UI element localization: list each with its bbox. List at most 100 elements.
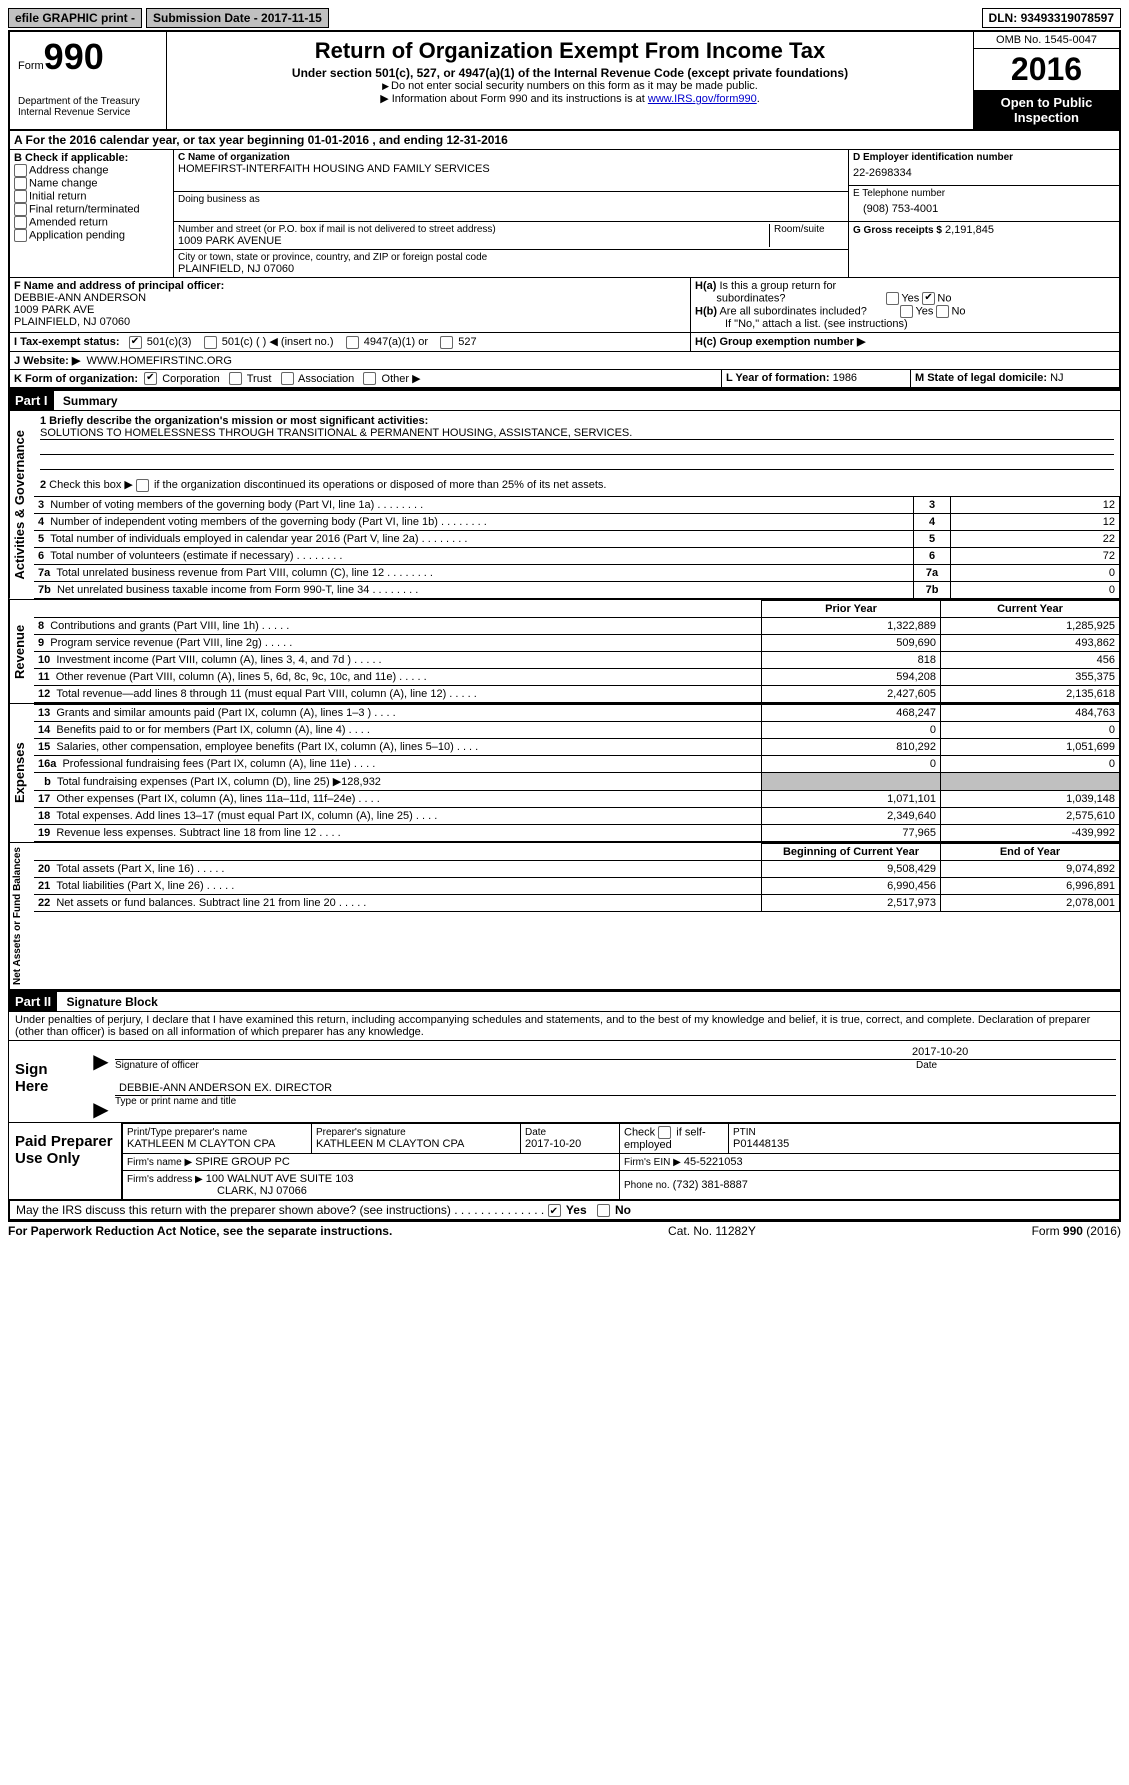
cb-name[interactable]	[14, 177, 27, 190]
cb-discuss-yes[interactable]	[548, 1204, 561, 1217]
cb-assoc[interactable]	[281, 372, 294, 385]
cb-corp[interactable]	[144, 372, 157, 385]
website-value: WWW.HOMEFIRSTINC.ORG	[86, 355, 231, 367]
opt-address: Address change	[29, 164, 109, 176]
cb-trust[interactable]	[229, 372, 242, 385]
net-label: Net Assets or Fund Balances	[9, 843, 34, 989]
opt-corp: Corporation	[162, 373, 219, 385]
firm-addr-label: Firm's address ▶	[127, 1174, 203, 1185]
line2-text: 2 Check this box ▶ if the organization d…	[40, 478, 1114, 492]
exp-label: Expenses	[9, 704, 34, 842]
cb-discuss-no[interactable]	[597, 1204, 610, 1217]
tax-year: 2016	[974, 49, 1119, 91]
cb-hb-yes[interactable]	[900, 305, 913, 318]
form-header: Form990 Department of the Treasury Inter…	[8, 30, 1121, 131]
sign-here-label: Sign Here	[9, 1041, 91, 1122]
col-d: D Employer identification number 22-2698…	[849, 150, 1119, 277]
part2-subtitle: Signature Block	[60, 995, 157, 1009]
ein-value: 22-2698334	[853, 163, 1115, 183]
hb-note: If "No," attach a list. (see instruction…	[695, 318, 1115, 330]
opt-assoc: Association	[298, 373, 354, 385]
firm-ein: 45-5221053	[684, 1156, 743, 1168]
irs-link[interactable]: www.IRS.gov/form990	[648, 93, 757, 105]
opt-4947: 4947(a)(1) or	[364, 336, 428, 348]
gross-label: G Gross receipts $	[853, 225, 942, 236]
cb-ha-no[interactable]	[922, 292, 935, 305]
exp-table: 13 Grants and similar amounts paid (Part…	[34, 704, 1120, 842]
cb-self-emp[interactable]	[658, 1126, 671, 1139]
j-label: J Website: ▶	[14, 355, 80, 367]
efile-btn[interactable]: efile GRAPHIC print -	[8, 8, 142, 28]
form-label: Form	[18, 60, 44, 72]
preparer-table: Print/Type preparer's nameKATHLEEN M CLA…	[122, 1123, 1120, 1199]
prep-name: KATHLEEN M CLAYTON CPA	[127, 1138, 307, 1150]
opt-501c: 501(c) ( ) ◀ (insert no.)	[222, 336, 334, 348]
discuss-no: No	[615, 1203, 631, 1217]
opt-501c3: 501(c)(3)	[147, 336, 192, 348]
cb-initial[interactable]	[14, 190, 27, 203]
cb-527[interactable]	[440, 336, 453, 349]
ptin-label: PTIN	[733, 1127, 1115, 1138]
opt-final: Final return/terminated	[29, 203, 140, 215]
note-prefix: Information about Form 990 and its instr…	[392, 93, 648, 105]
opt-amended: Amended return	[29, 216, 108, 228]
cb-hb-no[interactable]	[936, 305, 949, 318]
k-label: K Form of organization:	[14, 373, 138, 385]
section-a: A For the 2016 calendar year, or tax yea…	[8, 131, 1121, 389]
line1-label: 1 Briefly describe the organization's mi…	[40, 415, 1114, 427]
sig-officer-field[interactable]	[115, 1045, 908, 1060]
cb-501c[interactable]	[204, 336, 217, 349]
yes-label2: Yes	[915, 305, 933, 317]
perjury-text: Under penalties of perjury, I declare th…	[9, 1012, 1120, 1041]
yes-label: Yes	[901, 292, 919, 304]
rev-label: Revenue	[9, 600, 34, 703]
phone-label: E Telephone number	[853, 188, 1115, 199]
opt-initial: Initial return	[29, 190, 86, 202]
cb-discontinued[interactable]	[136, 479, 149, 492]
gov-table: 3 Number of voting members of the govern…	[34, 496, 1120, 599]
sig-date-field: 2017-10-20	[908, 1045, 1116, 1060]
phone-value: (908) 753-4001	[853, 199, 1115, 219]
part1-subtitle: Summary	[57, 394, 118, 408]
header-mid: Return of Organization Exempt From Incom…	[167, 32, 973, 129]
footer: For Paperwork Reduction Act Notice, see …	[8, 1221, 1121, 1240]
submission-date: 2017-11-15	[261, 11, 322, 25]
cb-pending[interactable]	[14, 229, 27, 242]
city-label: City or town, state or province, country…	[178, 252, 844, 263]
firm-addr: 100 WALNUT AVE SUITE 103	[206, 1173, 354, 1185]
l-value: 1986	[833, 372, 857, 384]
org-city: PLAINFIELD, NJ 07060	[178, 263, 844, 275]
opt-527: 527	[458, 336, 476, 348]
gross-value: 2,191,845	[945, 224, 994, 236]
irs-label: Internal Revenue Service	[18, 107, 158, 118]
dba-label: Doing business as	[178, 194, 844, 205]
part2: Part II Signature Block Under penalties …	[8, 990, 1121, 1200]
discuss-row: May the IRS discuss this return with the…	[8, 1200, 1121, 1221]
net-table: Beginning of Current YearEnd of Year20 T…	[34, 843, 1120, 912]
cb-other[interactable]	[363, 372, 376, 385]
opt-name: Name change	[29, 177, 98, 189]
cb-amended[interactable]	[14, 216, 27, 229]
addr-label: Number and street (or P.O. box if mail i…	[178, 224, 765, 235]
officer-addr1: 1009 PARK AVE	[14, 304, 686, 316]
cb-address[interactable]	[14, 164, 27, 177]
ein-label: D Employer identification number	[853, 152, 1115, 163]
officer-addr2: PLAINFIELD, NJ 07060	[14, 316, 686, 328]
cb-ha-yes[interactable]	[886, 292, 899, 305]
room-label: Room/suite	[774, 224, 844, 235]
dept-label: Department of the Treasury	[18, 96, 158, 107]
no-label2: No	[951, 305, 965, 317]
cb-final[interactable]	[14, 203, 27, 216]
prep-sig-label: Preparer's signature	[316, 1127, 516, 1138]
cb-501c3[interactable]	[129, 336, 142, 349]
submission-btn[interactable]: Submission Date - 2017-11-15	[146, 8, 329, 28]
opt-pending: Application pending	[29, 229, 125, 241]
date-label: Date	[916, 1060, 1116, 1071]
cb-4947[interactable]	[346, 336, 359, 349]
mission-text: SOLUTIONS TO HOMELESSNESS THROUGH TRANSI…	[40, 427, 1114, 440]
f-label: F Name and address of principal officer:	[14, 280, 686, 292]
i-label: I Tax-exempt status:	[14, 336, 120, 348]
ptin-value: P01448135	[733, 1138, 1115, 1150]
firm-city: CLARK, NJ 07066	[127, 1185, 307, 1197]
dln-value: 93493319078597	[1021, 11, 1114, 25]
